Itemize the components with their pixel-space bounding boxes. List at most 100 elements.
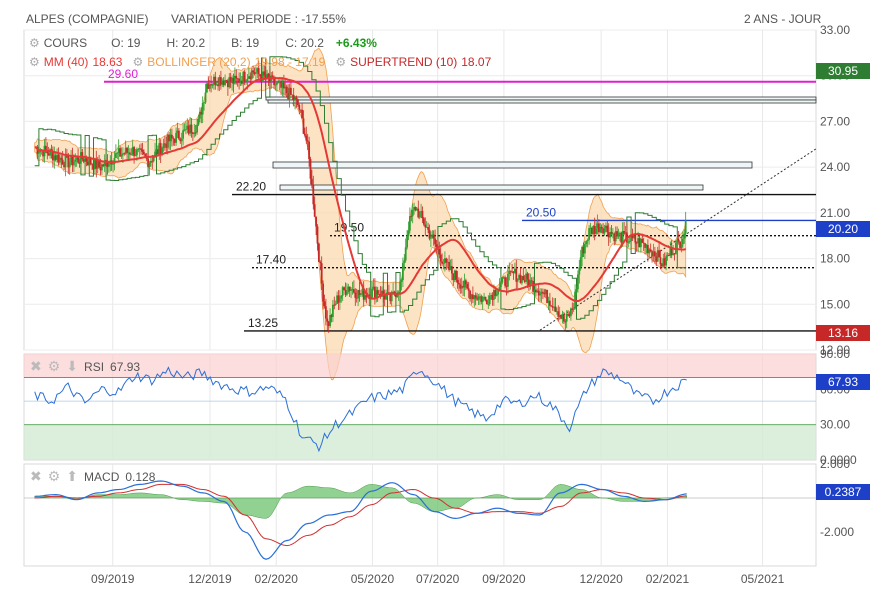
candle-body <box>130 154 133 156</box>
candle-body <box>558 314 561 317</box>
candle-body <box>450 266 453 274</box>
candle-body <box>425 227 428 228</box>
gear-icon[interactable]: ⚙ <box>47 468 61 484</box>
candle-body <box>564 321 567 323</box>
candle-body <box>344 289 347 295</box>
period-selector[interactable]: 2 ANS - JOUR <box>744 12 822 26</box>
rsi-y-tick-label: 90.00 <box>820 347 850 361</box>
candle-body <box>603 228 606 234</box>
candle-body <box>358 289 361 295</box>
candle-body <box>548 300 551 306</box>
rsi-y-tick-label: 0.0000 <box>820 453 857 467</box>
candle-body <box>194 132 197 134</box>
candle-body <box>630 234 632 242</box>
gear-icon[interactable]: ⚙ <box>29 36 40 50</box>
candle-body <box>653 251 656 257</box>
y-tick-label: 12.00 <box>820 343 850 357</box>
candle-body <box>575 289 578 292</box>
candle-body <box>488 295 491 305</box>
candle-body <box>371 288 373 298</box>
candle-body <box>497 290 499 295</box>
candle-body <box>121 153 124 155</box>
candle-body <box>513 268 516 273</box>
candle-body <box>299 109 302 111</box>
candle-body <box>628 241 631 242</box>
gear-icon[interactable]: ⚙ <box>132 55 144 69</box>
candle-body <box>207 83 210 89</box>
candle-body <box>663 258 666 266</box>
candle-body <box>627 241 630 243</box>
candle-body <box>512 271 515 273</box>
candle-body <box>168 134 170 142</box>
candle-body <box>331 304 334 318</box>
resistance-zone <box>272 161 753 169</box>
bollinger-label: BOLLINGER (20,2) <box>147 55 251 69</box>
candle-body <box>543 292 546 295</box>
candle-body <box>595 228 597 234</box>
candle-body <box>190 124 193 133</box>
candle-body <box>474 295 477 299</box>
candle-body <box>57 154 60 163</box>
candle-body <box>679 241 681 248</box>
candle-body <box>446 261 449 263</box>
candle-body <box>65 155 68 157</box>
candle-body <box>611 233 614 235</box>
candle-body <box>443 258 446 264</box>
candle-body <box>532 281 534 292</box>
candle-body <box>527 279 530 287</box>
macd-signal-line <box>34 483 687 547</box>
macd-value-tag: 0.2387 <box>816 484 870 500</box>
instrument-title: ALPES (COMPAGNIE) <box>26 12 149 26</box>
arrow-down-icon[interactable]: ⬇ <box>66 358 79 374</box>
rsi-overbought-zone <box>24 354 816 378</box>
candle-body <box>592 226 595 234</box>
gear-icon[interactable]: ⚙ <box>47 358 61 374</box>
candle-body <box>536 290 539 293</box>
candle-body <box>361 289 364 295</box>
candle-body <box>263 71 266 76</box>
close-icon[interactable]: ✖ <box>30 468 42 484</box>
arrow-up-icon[interactable]: ⬆ <box>66 468 79 484</box>
candle-body <box>95 158 98 169</box>
rsi-oversold-zone <box>24 424 816 460</box>
candle-body <box>231 77 233 82</box>
candle-body <box>477 296 480 300</box>
candle-body <box>683 233 686 239</box>
candle-body <box>478 296 481 298</box>
candle-body <box>107 164 110 167</box>
candle-body <box>294 97 296 101</box>
candle-body <box>196 124 198 133</box>
y-tick-label: 24.00 <box>820 160 850 174</box>
close-icon[interactable]: ✖ <box>30 358 42 374</box>
candle-body <box>308 141 310 160</box>
high-value: H: 20.2 <box>166 36 206 50</box>
x-tick-label: 12/2019 <box>188 572 232 586</box>
candle-body <box>345 291 348 295</box>
candle-body <box>200 111 203 115</box>
candle-body <box>473 295 476 300</box>
gear-icon[interactable]: ⚙ <box>29 55 40 69</box>
candle-body <box>106 160 109 167</box>
gear-icon[interactable]: ⚙ <box>335 55 347 69</box>
candle-body <box>652 251 655 257</box>
candle-body <box>64 155 67 168</box>
candle-body <box>571 308 574 310</box>
macd-y-tick-label: -2.000 <box>820 525 854 539</box>
candle-body <box>292 94 295 101</box>
candle-body <box>257 68 260 75</box>
candle-body <box>278 81 281 83</box>
resistance-zone <box>267 99 817 104</box>
candle-body <box>309 159 312 179</box>
candle-body <box>187 125 190 134</box>
candle-body <box>127 152 130 154</box>
candle-body <box>502 277 505 279</box>
candle-body <box>169 134 172 142</box>
candle-body <box>684 220 687 234</box>
candle-body <box>280 81 282 88</box>
candle-body <box>239 80 242 83</box>
candle-body <box>333 304 336 306</box>
candle-body <box>600 226 603 229</box>
y-tick-label: 27.00 <box>820 114 850 128</box>
candle-body <box>320 263 323 284</box>
